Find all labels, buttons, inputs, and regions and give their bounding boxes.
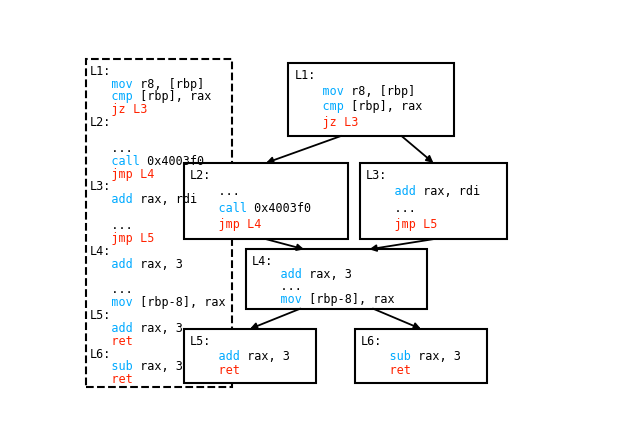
Text: rax, 3: rax, 3 — [240, 350, 290, 363]
Text: add: add — [366, 185, 416, 198]
Text: rax, 3: rax, 3 — [132, 360, 182, 374]
Text: L4:: L4: — [90, 245, 111, 258]
Text: ret: ret — [90, 335, 132, 348]
Text: sub: sub — [361, 350, 411, 363]
Text: jmp: jmp — [366, 218, 416, 231]
Text: call: call — [190, 202, 247, 215]
Text: 0x4003f0: 0x4003f0 — [140, 155, 204, 168]
Text: add: add — [252, 268, 302, 281]
Text: mov: mov — [90, 296, 132, 309]
Text: jmp: jmp — [90, 168, 132, 180]
Text: L3:: L3: — [90, 180, 111, 194]
Text: ...: ... — [90, 283, 132, 296]
Text: mov: mov — [90, 77, 132, 91]
Text: jmp: jmp — [190, 218, 240, 231]
Bar — [355, 329, 487, 383]
Text: add: add — [90, 193, 132, 206]
Text: rax, 3: rax, 3 — [132, 322, 182, 335]
Text: jmp: jmp — [90, 232, 132, 245]
Text: L3: L3 — [337, 116, 358, 128]
Text: L1:: L1: — [90, 65, 111, 77]
Text: cmp: cmp — [90, 90, 132, 103]
Text: cmp: cmp — [294, 100, 344, 113]
Text: r8, [rbp]: r8, [rbp] — [132, 77, 204, 91]
Bar — [246, 249, 428, 308]
Text: L5: L5 — [416, 218, 438, 231]
Text: ...: ... — [190, 185, 240, 198]
Text: [rbp], rax: [rbp], rax — [344, 100, 422, 113]
Text: L3:: L3: — [366, 169, 388, 182]
Text: L4: L4 — [132, 168, 154, 180]
Text: L1:: L1: — [294, 69, 316, 82]
Text: add: add — [190, 350, 240, 363]
Bar — [184, 163, 348, 239]
Bar — [360, 163, 507, 239]
Text: L3: L3 — [125, 103, 147, 116]
Text: ret: ret — [190, 364, 240, 377]
Text: r8, [rbp]: r8, [rbp] — [344, 84, 415, 98]
Text: rax, 3: rax, 3 — [411, 350, 461, 363]
Text: L5:: L5: — [90, 309, 111, 322]
Text: rax, 3: rax, 3 — [302, 268, 352, 281]
Bar — [86, 59, 232, 386]
Text: L2:: L2: — [190, 169, 211, 182]
Text: ...: ... — [366, 202, 416, 215]
Text: ...: ... — [90, 142, 132, 155]
Text: L6:: L6: — [90, 348, 111, 361]
Text: L5: L5 — [132, 232, 154, 245]
Text: L4: L4 — [240, 218, 261, 231]
Text: ret: ret — [90, 373, 132, 386]
Text: L2:: L2: — [90, 116, 111, 129]
Text: jz: jz — [294, 116, 337, 128]
Text: [rbp-8], rax: [rbp-8], rax — [132, 296, 225, 309]
Text: rax, 3: rax, 3 — [132, 257, 182, 271]
Text: sub: sub — [90, 360, 132, 374]
Text: call: call — [90, 155, 140, 168]
Text: ...: ... — [252, 280, 302, 293]
Text: L4:: L4: — [252, 255, 273, 268]
Text: add: add — [90, 322, 132, 335]
Text: [rbp-8], rax: [rbp-8], rax — [302, 293, 395, 305]
Text: ret: ret — [361, 364, 411, 377]
Text: [rbp], rax: [rbp], rax — [132, 90, 211, 103]
Text: L5:: L5: — [190, 335, 211, 348]
Text: mov: mov — [252, 293, 302, 305]
Text: ...: ... — [90, 219, 132, 232]
Text: add: add — [90, 257, 132, 271]
Text: jz: jz — [90, 103, 125, 116]
Text: rax, rdi: rax, rdi — [416, 185, 480, 198]
Bar — [184, 329, 316, 383]
Text: 0x4003f0: 0x4003f0 — [247, 202, 311, 215]
Text: mov: mov — [294, 84, 344, 98]
Text: rax, rdi: rax, rdi — [132, 193, 196, 206]
Bar — [288, 63, 454, 136]
Text: L6:: L6: — [361, 335, 383, 348]
